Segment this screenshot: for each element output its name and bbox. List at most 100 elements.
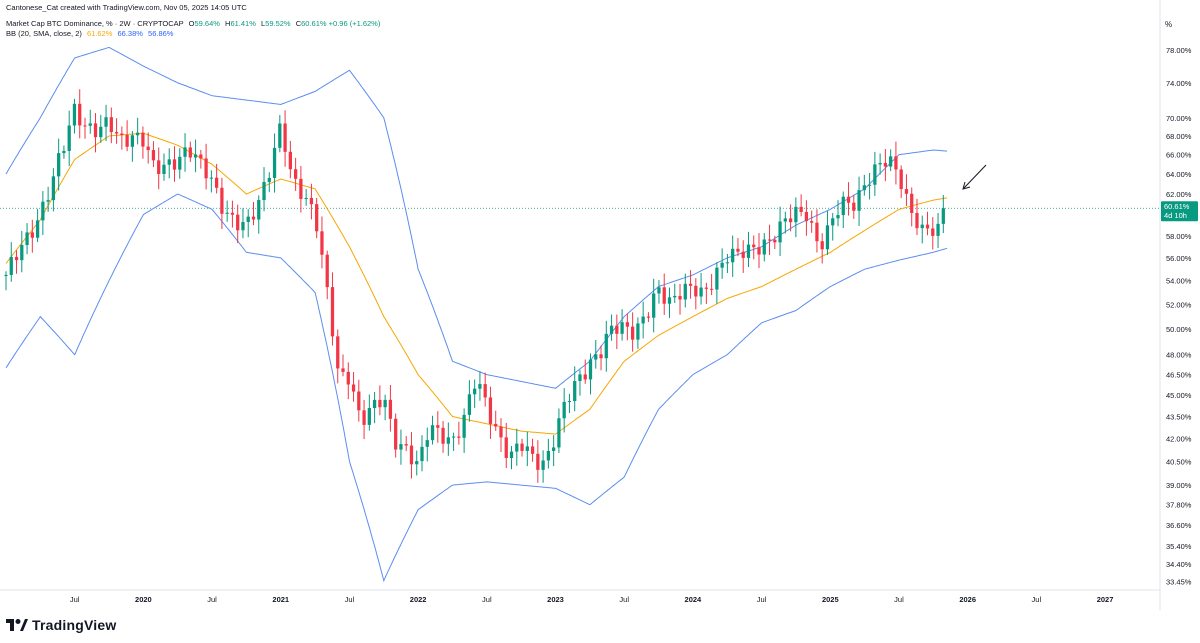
symbol-title[interactable]: Market Cap BTC Dominance, % · 2W · CRYPT… <box>6 19 184 28</box>
candle[interactable] <box>78 89 82 139</box>
tradingview-logo[interactable]: TradingView <box>6 617 116 633</box>
candle[interactable] <box>541 450 545 483</box>
candle[interactable] <box>509 446 514 470</box>
candle[interactable] <box>857 176 861 226</box>
candle[interactable] <box>46 186 50 212</box>
candle[interactable] <box>878 153 882 175</box>
candle[interactable] <box>604 320 608 372</box>
candle[interactable] <box>609 314 614 341</box>
candle[interactable] <box>515 428 519 466</box>
candle[interactable] <box>836 200 840 227</box>
candle[interactable] <box>114 118 119 144</box>
candle[interactable] <box>151 141 156 168</box>
candle[interactable] <box>415 450 419 476</box>
candle[interactable] <box>525 431 529 467</box>
candles[interactable] <box>4 89 945 483</box>
candle[interactable] <box>546 438 551 469</box>
candle[interactable] <box>562 388 566 433</box>
candle[interactable] <box>204 143 208 190</box>
candle[interactable] <box>104 104 108 141</box>
candle[interactable] <box>394 413 398 458</box>
candle[interactable] <box>72 98 77 134</box>
candle[interactable] <box>920 215 924 244</box>
candle[interactable] <box>473 379 477 408</box>
candle[interactable] <box>852 194 856 219</box>
candle[interactable] <box>494 410 498 431</box>
candle[interactable] <box>399 429 403 465</box>
candle[interactable] <box>704 282 708 304</box>
candle[interactable] <box>741 240 745 273</box>
candle[interactable] <box>14 250 19 274</box>
candle[interactable] <box>936 212 940 248</box>
time-axis[interactable]: Jul 2020 Jul 2021 Jul 2022 Jul 2023 Jul 2024 Jul 20… <box>70 595 1113 604</box>
candle[interactable] <box>904 174 909 206</box>
candle[interactable] <box>309 183 314 220</box>
candle[interactable] <box>504 422 508 469</box>
candle[interactable] <box>720 248 724 279</box>
candle[interactable] <box>20 230 24 273</box>
candle[interactable] <box>57 138 61 191</box>
candle[interactable] <box>67 110 71 167</box>
candle[interactable] <box>172 146 177 182</box>
candle[interactable] <box>304 188 308 206</box>
candle[interactable] <box>520 438 524 457</box>
candle[interactable] <box>915 198 919 236</box>
candle[interactable] <box>573 366 577 412</box>
candle[interactable] <box>420 435 424 472</box>
candle[interactable] <box>30 219 34 253</box>
candle[interactable] <box>404 436 408 452</box>
candle[interactable] <box>436 411 440 443</box>
candle[interactable] <box>846 182 851 216</box>
candle[interactable] <box>488 386 493 439</box>
candle[interactable] <box>178 148 182 179</box>
candle[interactable] <box>752 235 756 260</box>
candle[interactable] <box>594 339 598 369</box>
candle[interactable] <box>193 139 198 173</box>
price-axis[interactable]: 78.00% 74.00% 70.00% 68.00% 66.00% 64.00% 62.0… <box>1166 46 1192 587</box>
candle[interactable] <box>336 329 340 384</box>
candle[interactable] <box>683 273 687 308</box>
candle[interactable] <box>662 273 666 315</box>
candle[interactable] <box>910 187 914 227</box>
candle[interactable] <box>357 379 361 422</box>
candle[interactable] <box>167 148 171 179</box>
candle[interactable] <box>731 235 735 277</box>
candle[interactable] <box>615 314 619 350</box>
candle[interactable] <box>483 372 487 407</box>
candle[interactable] <box>88 109 92 134</box>
candle[interactable] <box>214 163 219 194</box>
candle[interactable] <box>136 117 140 145</box>
candle[interactable] <box>862 174 866 196</box>
candle[interactable] <box>362 399 366 440</box>
candle[interactable] <box>599 345 603 371</box>
candle[interactable] <box>799 194 803 217</box>
candle[interactable] <box>841 191 845 228</box>
candle[interactable] <box>278 115 282 153</box>
candle[interactable] <box>889 149 893 172</box>
candle[interactable] <box>925 211 930 236</box>
candle[interactable] <box>673 283 677 304</box>
candle[interactable] <box>120 126 124 150</box>
candle[interactable] <box>383 394 387 421</box>
candle[interactable] <box>35 208 40 243</box>
candle[interactable] <box>636 317 640 349</box>
candle[interactable] <box>583 359 587 384</box>
candle[interactable] <box>62 145 66 159</box>
candle[interactable] <box>873 151 877 196</box>
candle[interactable] <box>425 427 429 462</box>
candle[interactable] <box>831 213 835 241</box>
candle[interactable] <box>293 157 298 191</box>
candle[interactable] <box>630 312 635 352</box>
candle[interactable] <box>462 408 466 454</box>
candle[interactable] <box>299 165 303 213</box>
candle[interactable] <box>230 200 235 228</box>
candle[interactable] <box>220 177 224 229</box>
candle[interactable] <box>351 371 356 402</box>
candle[interactable] <box>241 208 245 239</box>
candle[interactable] <box>325 250 329 300</box>
candle[interactable] <box>183 133 187 172</box>
candle[interactable] <box>715 262 719 304</box>
candle[interactable] <box>825 210 830 255</box>
candle[interactable] <box>578 370 582 396</box>
